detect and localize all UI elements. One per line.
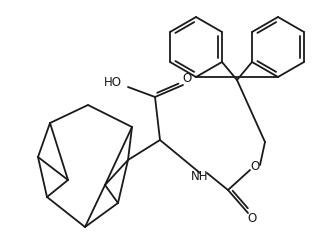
Text: O: O xyxy=(182,72,192,85)
Text: NH: NH xyxy=(191,171,209,184)
Text: O: O xyxy=(250,159,259,172)
Text: HO: HO xyxy=(104,76,122,89)
Text: O: O xyxy=(247,211,257,224)
